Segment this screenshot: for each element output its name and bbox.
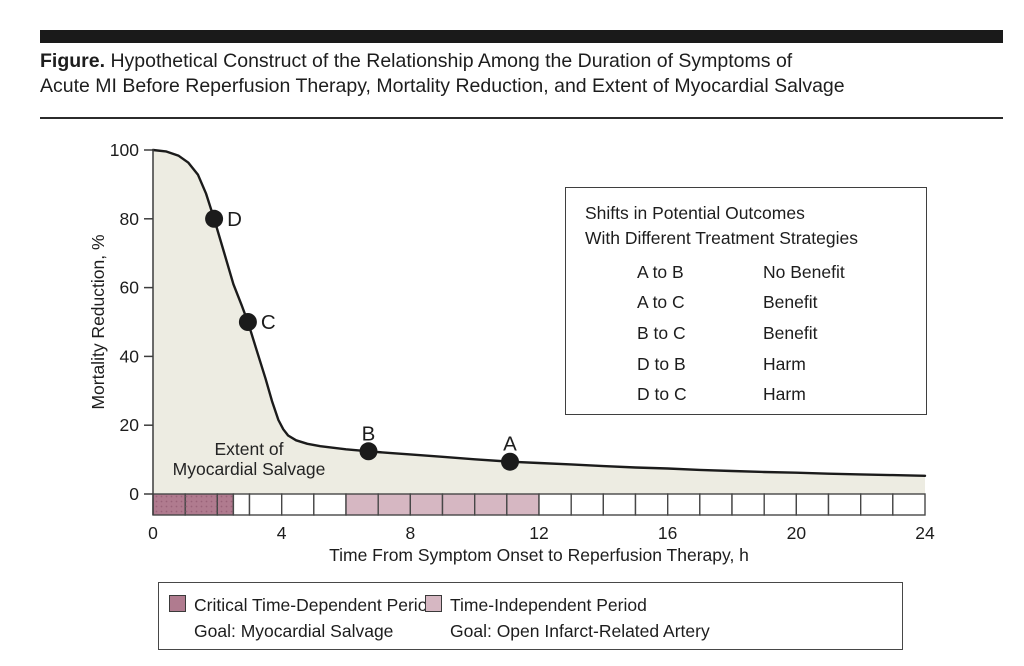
strip-cell-none — [313, 493, 347, 516]
strip-cell-independent — [474, 493, 508, 516]
outcomes-box-title: Shifts in Potential Outcomes With Differ… — [566, 188, 926, 251]
figure-title: Figure. Hypothetical Construct of the Re… — [40, 49, 1010, 99]
point-marker-C — [238, 313, 257, 331]
outcomes-row: A to B No Benefit — [566, 257, 926, 288]
x-tick-label: 20 — [787, 523, 807, 543]
independent-period-swatch — [425, 595, 442, 612]
outcomes-box-title-line2: With Different Treatment Strategies — [585, 228, 858, 248]
point-marker-B — [359, 442, 378, 461]
figure-top-bar — [40, 30, 1003, 43]
point-label-A: A — [503, 433, 517, 456]
critical-period-swatch — [169, 595, 186, 612]
strip-cell-none — [634, 493, 669, 516]
outcomes-row: D to C Harm — [566, 379, 926, 410]
period-legend: Critical Time-Dependent Period Goal: Myo… — [158, 582, 903, 650]
outcomes-row: A to C Benefit — [566, 288, 926, 319]
strip-cell-none — [731, 493, 765, 516]
strip-cell-none — [570, 493, 605, 516]
strip-cell-independent — [441, 493, 476, 516]
outcome-shift: B to C — [637, 322, 686, 343]
x-axis-title: Time From Symptom Onset to Reperfusion T… — [329, 545, 749, 565]
legend-independent-line1: Time-Independent Period — [450, 595, 647, 615]
strip-cell-none — [281, 493, 315, 516]
outcome-shift: D to C — [637, 384, 687, 405]
point-marker-D — [205, 209, 224, 228]
x-tick-label: 24 — [915, 523, 935, 543]
strip-cell-independent — [345, 493, 379, 516]
outcome-result: No Benefit — [763, 261, 845, 282]
legend-critical-line2: Goal: Myocardial Salvage — [194, 621, 394, 641]
legend-critical-line1: Critical Time-Dependent Period — [194, 595, 438, 615]
outcome-shift: D to B — [637, 353, 686, 374]
outcomes-box: Shifts in Potential Outcomes With Differ… — [565, 187, 927, 415]
strip-cell-none — [763, 493, 798, 516]
strip-cell-independent — [409, 493, 444, 516]
strip-cell-none — [892, 493, 926, 516]
strip-cell-none — [860, 493, 894, 516]
strip-cell-none — [795, 493, 830, 516]
outcome-result: Benefit — [763, 322, 818, 343]
x-tick-label: 8 — [405, 523, 415, 543]
point-label-C: C — [261, 311, 276, 334]
strip-cell-none — [667, 493, 701, 516]
strip-cell-none — [248, 493, 283, 516]
x-tick-label: 12 — [529, 523, 548, 543]
point-label-D: D — [227, 208, 242, 231]
strip-cell-none — [827, 493, 862, 516]
outcomes-box-title-line1: Shifts in Potential Outcomes — [585, 203, 805, 223]
outcomes-row: B to C Benefit — [566, 318, 926, 349]
y-axis-title: Mortality Reduction, % — [88, 234, 108, 409]
outcomes-rows: A to B No Benefit A to C Benefit B to C … — [566, 257, 926, 410]
mortality-curve — [151, 148, 927, 477]
outcome-result: Benefit — [763, 292, 818, 313]
strip-cell-dots — [153, 494, 186, 515]
y-tick-label: 60 — [120, 278, 140, 298]
point-marker-A — [501, 452, 519, 471]
outcome-result: Harm — [763, 384, 806, 405]
figure-title-line1: Hypothetical Construct of the Relationsh… — [110, 50, 793, 72]
x-tick-label: 0 — [148, 523, 158, 543]
area-label: Extent of Myocardial Salvage — [149, 439, 349, 479]
strip-cell-independent — [506, 493, 540, 516]
strip-cell-dots — [217, 494, 234, 515]
y-tick-label: 20 — [120, 415, 140, 435]
area-label-line2: Myocardial Salvage — [172, 458, 326, 479]
legend-item-critical-text: Critical Time-Dependent Period Goal: Myo… — [194, 592, 437, 644]
outcome-shift: A to B — [637, 261, 684, 282]
strip-cell-none — [699, 493, 733, 516]
legend-independent-line2: Goal: Open Infarct-Related Artery — [450, 621, 710, 641]
area-label-line1: Extent of — [214, 439, 284, 459]
point-label-B: B — [362, 422, 376, 445]
strip-cell-none — [602, 493, 637, 516]
y-tick-label: 100 — [110, 140, 139, 160]
outcome-result: Harm — [763, 353, 806, 374]
figure-label: Figure. — [40, 50, 106, 72]
strip-cell-none — [232, 493, 251, 516]
salvage-area — [153, 150, 925, 494]
legend-item-independent: Time-Independent Period Goal: Open Infar… — [425, 592, 710, 644]
legend-item-critical: Critical Time-Dependent Period Goal: Myo… — [169, 592, 437, 644]
y-tick-label: 0 — [129, 484, 139, 504]
title-divider — [40, 117, 1003, 119]
legend-item-independent-text: Time-Independent Period Goal: Open Infar… — [450, 592, 710, 644]
outcomes-row: D to B Harm — [566, 349, 926, 380]
strip-cell-independent — [377, 493, 412, 516]
x-tick-label: 4 — [277, 523, 287, 543]
y-tick-label: 80 — [120, 209, 140, 229]
x-tick-label: 16 — [658, 523, 677, 543]
outcome-shift: A to C — [637, 292, 685, 313]
figure-title-line2: Acute MI Before Reperfusion Therapy, Mor… — [40, 75, 845, 97]
strip-cell-none — [538, 493, 572, 516]
y-tick-label: 40 — [120, 346, 140, 366]
strip-cell-dots — [185, 494, 218, 515]
